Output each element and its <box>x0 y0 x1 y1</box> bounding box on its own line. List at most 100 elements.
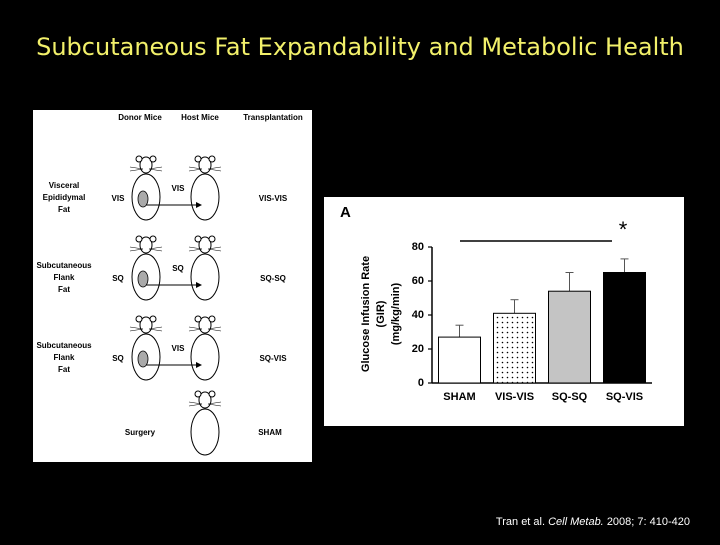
mouse-whisker <box>188 326 203 330</box>
citation: Tran et al. Cell Metab. 2008; 7: 410-420 <box>496 516 690 528</box>
x-tick-label: SQ-VIS <box>606 391 643 403</box>
host-label: VIS <box>172 344 186 353</box>
mouse-whisker <box>129 328 144 332</box>
mouse-whisker <box>207 403 222 407</box>
diagram: Donor Mice Host Mice Transplantation Viscer… <box>36 113 303 456</box>
mouse-whisker <box>207 168 222 172</box>
host-label: VIS <box>172 184 186 193</box>
mouse-whisker <box>129 168 144 172</box>
mouse-ear <box>135 155 143 163</box>
mouse-ear <box>135 235 143 243</box>
row-label: Subcutaneous <box>36 341 92 350</box>
mouse-whisker <box>129 248 144 252</box>
mouse-body <box>190 333 220 381</box>
y-axis-label: (mg/kg/min) <box>390 283 402 346</box>
mouse <box>188 155 222 221</box>
mouse-whisker <box>129 246 144 250</box>
mouse-body <box>190 408 220 456</box>
mouse-whisker <box>129 326 144 330</box>
mouse-ear <box>208 235 216 243</box>
mouse-whisker <box>188 328 203 332</box>
mouse <box>129 315 163 381</box>
arrow-head <box>196 362 202 368</box>
y-tick-label: 0 <box>418 377 424 389</box>
mouse-whisker <box>188 166 203 170</box>
mouse <box>188 315 222 381</box>
mouse-whisker <box>148 326 163 330</box>
donor-label: SQ <box>112 354 124 363</box>
annotation: * <box>619 217 628 242</box>
y-axis-label: Glucose Infusion Rate <box>360 256 372 372</box>
host-label: SQ <box>172 264 184 273</box>
mouse-whisker <box>188 246 203 250</box>
mouse <box>188 390 222 456</box>
mouse-whisker <box>207 328 222 332</box>
mouse-whisker <box>188 401 203 405</box>
column-header: Donor Mice <box>118 113 162 122</box>
result-label: VIS-VIS <box>259 194 288 203</box>
mouse-whisker <box>148 248 163 252</box>
arrow-head <box>196 202 202 208</box>
row-label: Subcutaneous <box>36 261 92 270</box>
y-axis-label: (GIR) <box>375 300 387 327</box>
donor-label: SQ <box>112 274 124 283</box>
mouse <box>129 155 163 221</box>
fat-pad <box>137 350 149 368</box>
mouse-whisker <box>148 168 163 172</box>
y-tick-label: 60 <box>412 275 424 287</box>
mouse <box>129 235 163 301</box>
bar <box>603 272 646 384</box>
mouse-ear <box>208 390 216 398</box>
mouse-body <box>190 253 220 301</box>
diagram-panel <box>33 110 312 462</box>
row-label: Visceral <box>49 181 80 190</box>
mouse <box>188 235 222 301</box>
citation-details: 2008; 7: 410-420 <box>607 516 690 528</box>
surgery-label: Surgery <box>125 428 156 437</box>
panel-label: A <box>340 204 351 221</box>
mouse-ear <box>208 315 216 323</box>
x-tick-label: SHAM <box>443 391 475 403</box>
mouse-ear <box>135 315 143 323</box>
mouse-whisker <box>188 248 203 252</box>
mouse-whisker <box>188 403 203 407</box>
mouse-ear <box>194 390 202 398</box>
column-header: Host Mice <box>181 113 219 122</box>
mouse-body <box>190 173 220 221</box>
fat-pad <box>137 190 149 208</box>
y-tick-label: 80 <box>412 241 424 253</box>
column-header: Transplantation <box>243 113 303 122</box>
mouse-whisker <box>129 166 144 170</box>
mouse-whisker <box>207 326 222 330</box>
mouse-ear <box>149 315 157 323</box>
mouse-whisker <box>188 168 203 172</box>
mouse-whisker <box>148 166 163 170</box>
bar <box>548 290 591 384</box>
mouse-ear <box>149 155 157 163</box>
mouse-ear <box>194 315 202 323</box>
row-label: Flank <box>54 353 75 362</box>
mouse-whisker <box>148 246 163 250</box>
citation-journal: Cell Metab. <box>548 516 604 528</box>
mouse-whisker <box>148 328 163 332</box>
row-label: Fat <box>58 365 70 374</box>
citation-authors: Tran et al. <box>496 516 545 528</box>
mouse-whisker <box>207 246 222 250</box>
bar <box>493 312 536 384</box>
mouse-ear <box>208 155 216 163</box>
fat-pad <box>137 270 149 288</box>
bar <box>438 336 481 384</box>
result-label: SQ-SQ <box>260 274 286 283</box>
mouse-whisker <box>207 401 222 405</box>
row-label: Flank <box>54 273 75 282</box>
row-label: Fat <box>58 285 70 294</box>
mouse-whisker <box>207 248 222 252</box>
row-label: Fat <box>58 205 70 214</box>
x-tick-label: VIS-VIS <box>495 391 534 403</box>
x-tick-label: SQ-SQ <box>552 391 588 403</box>
chart: A Glucose Infusion Rate (GIR) (mg/kg/min) 0 2… <box>340 204 652 403</box>
y-tick-label: 40 <box>412 309 424 321</box>
mouse-ear <box>194 155 202 163</box>
mouse-ear <box>194 235 202 243</box>
